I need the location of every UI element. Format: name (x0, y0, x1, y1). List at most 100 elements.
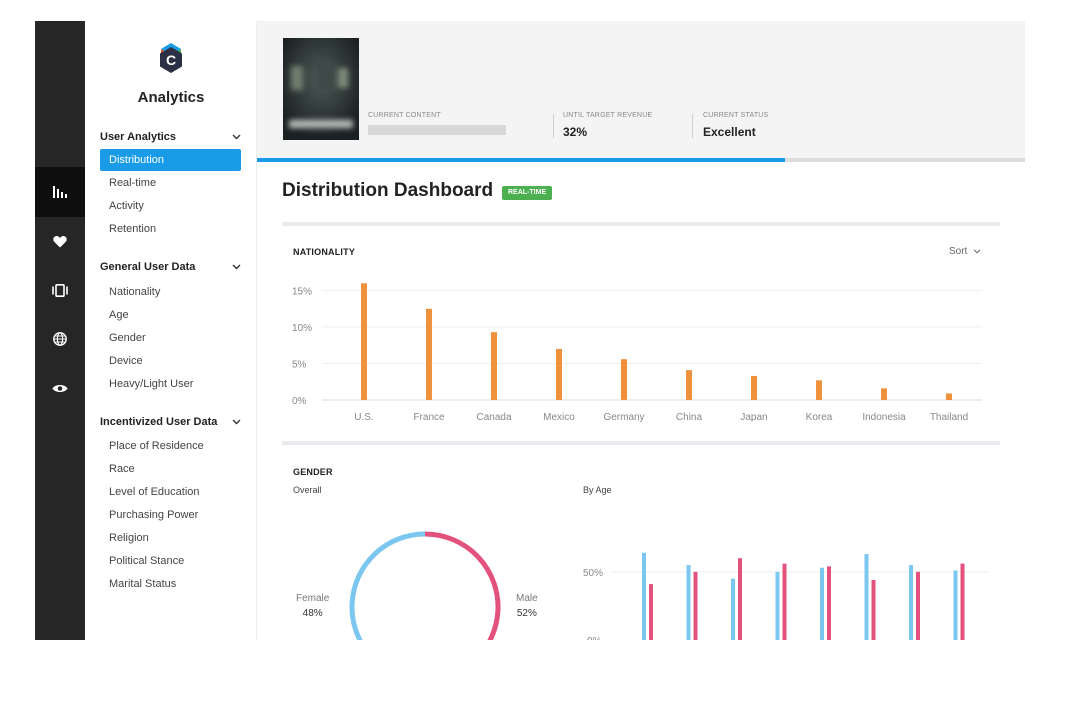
male-pct: 52% (516, 608, 537, 619)
rail-item-global[interactable] (35, 314, 85, 364)
bar-male (738, 558, 742, 640)
gender-donut-chart (349, 531, 501, 640)
bar-mexico (556, 348, 562, 400)
nav-item-heavy-light-user[interactable]: Heavy/Light User (109, 378, 194, 390)
chevron-down-icon (973, 249, 981, 254)
y-tick-label: 10% (292, 323, 312, 334)
realtime-badge: REAL-TIME (502, 186, 553, 200)
bar-female (820, 567, 824, 640)
female-pct: 48% (302, 608, 323, 619)
bar-germany (621, 359, 627, 400)
sidebar-nav: C Analytics User Analytics Distribution … (85, 21, 257, 640)
gender-overall-label: Overall (293, 485, 322, 495)
bar-france (426, 308, 432, 400)
nav-item-nationality[interactable]: Nationality (109, 286, 161, 298)
gender-by-age-label: By Age (583, 485, 612, 495)
x-tick-label: France (413, 412, 445, 423)
bar-male (960, 563, 965, 640)
bar-female (953, 570, 958, 640)
nav-item-device[interactable]: Device (109, 355, 143, 367)
page-title: Distribution Dashboard (282, 180, 494, 201)
rail-item-analytics[interactable] (35, 167, 85, 217)
until-target-label: UNTIL TARGET REVENUE (563, 112, 653, 119)
nav-group-user-analytics[interactable]: User Analytics (100, 128, 241, 146)
nav-item-activity[interactable]: Activity (109, 200, 144, 212)
bar-male (871, 580, 876, 640)
stat-divider (692, 114, 693, 138)
x-tick-label: Thailand (930, 412, 968, 423)
nav-item-race[interactable]: Race (109, 463, 135, 475)
nav-item-religion[interactable]: Religion (109, 532, 149, 544)
chevron-down-icon (232, 419, 241, 425)
section-divider (282, 222, 1000, 226)
rail-item-favorites[interactable] (35, 216, 85, 266)
nationality-bar-chart: 0% 5% 10% 15% U.S. France Canada Mexico Germany C… (292, 283, 982, 423)
chevron-down-icon (232, 264, 241, 270)
current-content-stat: CURRENT CONTENT (368, 112, 506, 135)
x-tick-label: Canada (476, 412, 511, 423)
bar-male (782, 563, 787, 640)
current-status-label: CURRENT STATUS (703, 112, 769, 119)
brand-name: Analytics (137, 89, 205, 106)
content-thumbnail[interactable] (283, 38, 359, 140)
nav-group-incentivized-user-data[interactable]: Incentivized User Data (100, 413, 241, 431)
current-content-label: CURRENT CONTENT (368, 112, 441, 119)
rail-item-carousel[interactable] (35, 265, 85, 315)
nav-item-place-of-residence[interactable]: Place of Residence (109, 440, 204, 452)
svg-text:C: C (166, 52, 176, 68)
heart-icon (53, 235, 67, 247)
x-tick-label: Indonesia (862, 412, 906, 423)
nationality-title: NATIONALITY (293, 247, 356, 257)
nav-item-political-stance[interactable]: Political Stance (109, 555, 185, 567)
until-target-stat: UNTIL TARGET REVENUE 32% (563, 112, 652, 139)
nav-item-purchasing-power[interactable]: Purchasing Power (109, 509, 199, 521)
nav-item-age[interactable]: Age (109, 309, 129, 321)
donut-slice-male (424, 531, 501, 640)
male-legend: Male 52% (516, 593, 538, 619)
nav-item-marital-status[interactable]: Marital Status (109, 578, 177, 590)
bar-male (916, 571, 920, 640)
current-content-placeholder-bar (368, 125, 506, 135)
bar-female (909, 565, 913, 640)
bar-canada (491, 332, 497, 400)
nav-group-general-user-data[interactable]: General User Data (100, 258, 241, 276)
stat-divider (553, 114, 554, 138)
nav-item-distribution[interactable]: Distribution (100, 149, 241, 171)
nav-group-title: User Analytics (100, 131, 177, 143)
gender-by-age-bar-chart: 50% 0% (583, 552, 990, 640)
female-label: Female (296, 593, 330, 604)
bar-indonesia (881, 388, 887, 400)
donut-slice-female (349, 531, 426, 640)
chevron-down-icon (232, 134, 241, 140)
bar-male (693, 571, 698, 640)
current-status-value: Excellent (703, 125, 756, 139)
bar-female (864, 554, 869, 640)
icon-rail (35, 21, 85, 640)
bar-japan (751, 375, 757, 400)
x-tick-label: Mexico (543, 412, 575, 423)
nav-item-gender[interactable]: Gender (109, 332, 146, 344)
y-tick-label: 0% (292, 396, 307, 407)
y-tick-label: 15% (292, 287, 312, 298)
hexagon-c-logo: C (160, 43, 182, 73)
until-target-value: 32% (563, 125, 588, 139)
male-label: Male (516, 593, 538, 604)
bar-female (686, 565, 691, 640)
nav-group-title: General User Data (100, 261, 196, 273)
nav-item-real-time[interactable]: Real-time (109, 177, 157, 189)
bar-thailand (946, 393, 952, 400)
sort-label: Sort (949, 246, 968, 257)
carousel-icon (52, 283, 68, 297)
x-tick-label: China (676, 412, 703, 423)
bar-male (827, 566, 831, 640)
sort-dropdown[interactable]: Sort (949, 246, 981, 257)
current-status-stat: CURRENT STATUS Excellent (703, 112, 768, 139)
rail-item-visibility[interactable] (35, 363, 85, 413)
bar-chart-icon (53, 186, 67, 198)
nav-item-retention[interactable]: Retention (109, 223, 157, 235)
blurred-thumbnail-image (283, 38, 359, 140)
eye-icon (52, 384, 68, 392)
nav-item-level-of-education[interactable]: Level of Education (109, 486, 200, 498)
female-legend: Female 48% (296, 593, 329, 619)
x-tick-label: Korea (806, 412, 833, 423)
